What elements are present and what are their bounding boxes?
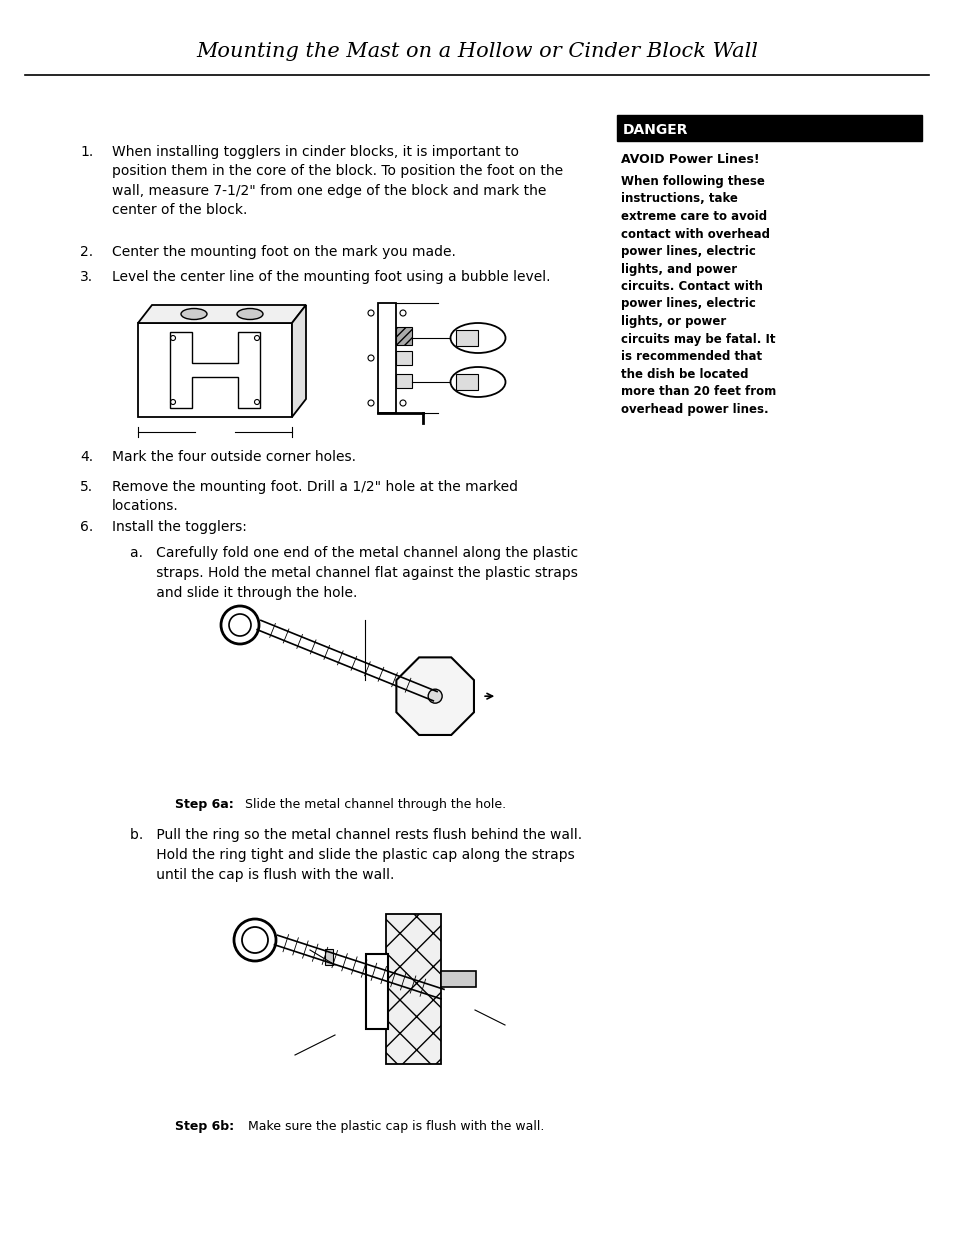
Text: and slide it through the hole.: and slide it through the hole. <box>130 585 357 600</box>
Bar <box>377 303 395 412</box>
Bar <box>456 330 477 346</box>
Ellipse shape <box>221 606 258 643</box>
Ellipse shape <box>242 927 268 953</box>
Bar <box>456 374 477 390</box>
Polygon shape <box>138 324 292 417</box>
Bar <box>385 914 440 1063</box>
Bar <box>440 971 476 987</box>
Text: AVOID Power Lines!: AVOID Power Lines! <box>620 153 759 165</box>
Ellipse shape <box>229 614 251 636</box>
Bar <box>395 327 412 345</box>
Text: Mounting the Mast on a Hollow or Cinder Block Wall: Mounting the Mast on a Hollow or Cinder … <box>196 42 757 61</box>
Text: DANGER: DANGER <box>622 124 688 137</box>
Text: Install the togglers:: Install the togglers: <box>112 520 247 534</box>
Text: 3.: 3. <box>80 270 93 284</box>
Text: straps. Hold the metal channel flat against the plastic straps: straps. Hold the metal channel flat agai… <box>130 566 578 580</box>
Text: Level the center line of the mounting foot using a bubble level.: Level the center line of the mounting fo… <box>112 270 550 284</box>
Ellipse shape <box>233 919 275 961</box>
Text: 5.: 5. <box>80 480 93 494</box>
Ellipse shape <box>428 689 441 703</box>
Bar <box>395 374 412 388</box>
Text: a.   Carefully fold one end of the metal channel along the plastic: a. Carefully fold one end of the metal c… <box>130 546 578 559</box>
Text: When installing togglers in cinder blocks, it is important to
position them in t: When installing togglers in cinder block… <box>112 144 562 217</box>
Ellipse shape <box>236 309 263 320</box>
Text: Hold the ring tight and slide the plastic cap along the straps: Hold the ring tight and slide the plasti… <box>130 848 574 862</box>
Ellipse shape <box>181 309 207 320</box>
Bar <box>617 115 921 141</box>
Text: 6.: 6. <box>80 520 93 534</box>
Text: 4.: 4. <box>80 450 93 464</box>
Text: Make sure the plastic cap is flush with the wall.: Make sure the plastic cap is flush with … <box>248 1120 544 1132</box>
Text: until the cap is flush with the wall.: until the cap is flush with the wall. <box>130 868 394 882</box>
Text: Mark the four outside corner holes.: Mark the four outside corner holes. <box>112 450 355 464</box>
Ellipse shape <box>450 324 505 353</box>
Text: 2.: 2. <box>80 245 93 259</box>
Text: Remove the mounting foot. Drill a 1/2" hole at the marked
locations.: Remove the mounting foot. Drill a 1/2" h… <box>112 480 517 514</box>
Text: Step 6b:: Step 6b: <box>174 1120 233 1132</box>
Bar <box>395 351 412 366</box>
Bar <box>365 953 388 1029</box>
Text: Step 6a:: Step 6a: <box>174 798 233 811</box>
Ellipse shape <box>450 367 505 396</box>
Text: Center the mounting foot on the mark you made.: Center the mounting foot on the mark you… <box>112 245 456 259</box>
Text: 1.: 1. <box>80 144 93 159</box>
Polygon shape <box>138 305 306 324</box>
Text: b.   Pull the ring so the metal channel rests flush behind the wall.: b. Pull the ring so the metal channel re… <box>130 827 581 842</box>
Polygon shape <box>292 305 306 417</box>
Polygon shape <box>395 657 474 735</box>
Text: Slide the metal channel through the hole.: Slide the metal channel through the hole… <box>245 798 506 811</box>
Bar <box>325 950 333 966</box>
Text: When following these
instructions, take
extreme care to avoid
contact with overh: When following these instructions, take … <box>620 175 776 415</box>
